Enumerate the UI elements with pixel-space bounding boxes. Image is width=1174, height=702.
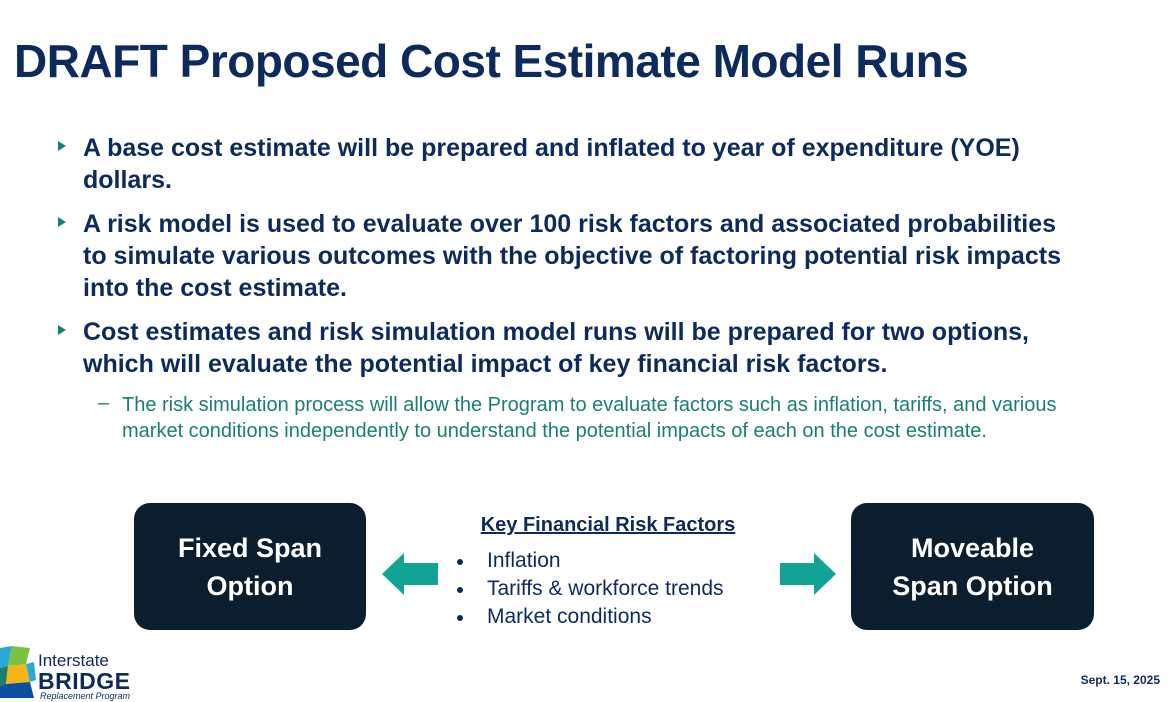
fixed-span-option-box: Fixed Span Option <box>134 503 366 630</box>
arrow-right-icon <box>780 553 836 595</box>
key-risk-factors: Key Financial Risk Factors Inflation Tar… <box>452 514 772 631</box>
slide-date: Sept. 15, 2025 <box>1080 673 1160 687</box>
factor-item: Tariffs & workforce trends <box>452 575 772 603</box>
bullet-item: A risk model is used to evaluate over 10… <box>56 208 1066 304</box>
logo-text-program: Replacement Program <box>40 691 131 701</box>
sub-bullet-text: The risk simulation process will allow t… <box>122 394 1057 442</box>
bullet-text: A base cost estimate will be prepared an… <box>83 134 1020 194</box>
slide-title: DRAFT Proposed Cost Estimate Model Runs <box>14 35 969 87</box>
triangle-bullet-icon <box>58 325 66 335</box>
moveable-span-option-label: Moveable Span Option <box>892 532 1053 601</box>
bullet-list: A base cost estimate will be prepared an… <box>56 132 1066 392</box>
triangle-bullet-icon <box>58 141 66 151</box>
dash-bullet-icon: – <box>98 392 110 414</box>
logo-text-interstate: Interstate <box>38 651 109 670</box>
moveable-span-option-box: Moveable Span Option <box>851 503 1094 630</box>
arrow-left-icon <box>382 553 438 595</box>
bullet-dot-icon <box>457 587 463 593</box>
factor-item: Market conditions <box>452 603 772 631</box>
bullet-text: A risk model is used to evaluate over 10… <box>83 210 1061 302</box>
bullet-dot-icon <box>457 559 463 565</box>
triangle-bullet-icon <box>58 217 66 227</box>
bullet-item: A base cost estimate will be prepared an… <box>56 132 1066 196</box>
bullet-text: Cost estimates and risk simulation model… <box>83 318 1029 378</box>
factor-list: Inflation Tariffs & workforce trends Mar… <box>452 547 772 631</box>
sub-bullet: – The risk simulation process will allow… <box>98 392 1078 444</box>
fixed-span-option-label: Fixed Span Option <box>177 532 323 601</box>
bullet-dot-icon <box>457 615 463 621</box>
logo-text-bridge: BRIDGE <box>38 668 131 694</box>
bullet-item: Cost estimates and risk simulation model… <box>56 316 1066 380</box>
factor-item: Inflation <box>452 547 772 575</box>
ibr-logo-icon <box>0 646 36 698</box>
factors-title: Key Financial Risk Factors <box>480 514 736 536</box>
